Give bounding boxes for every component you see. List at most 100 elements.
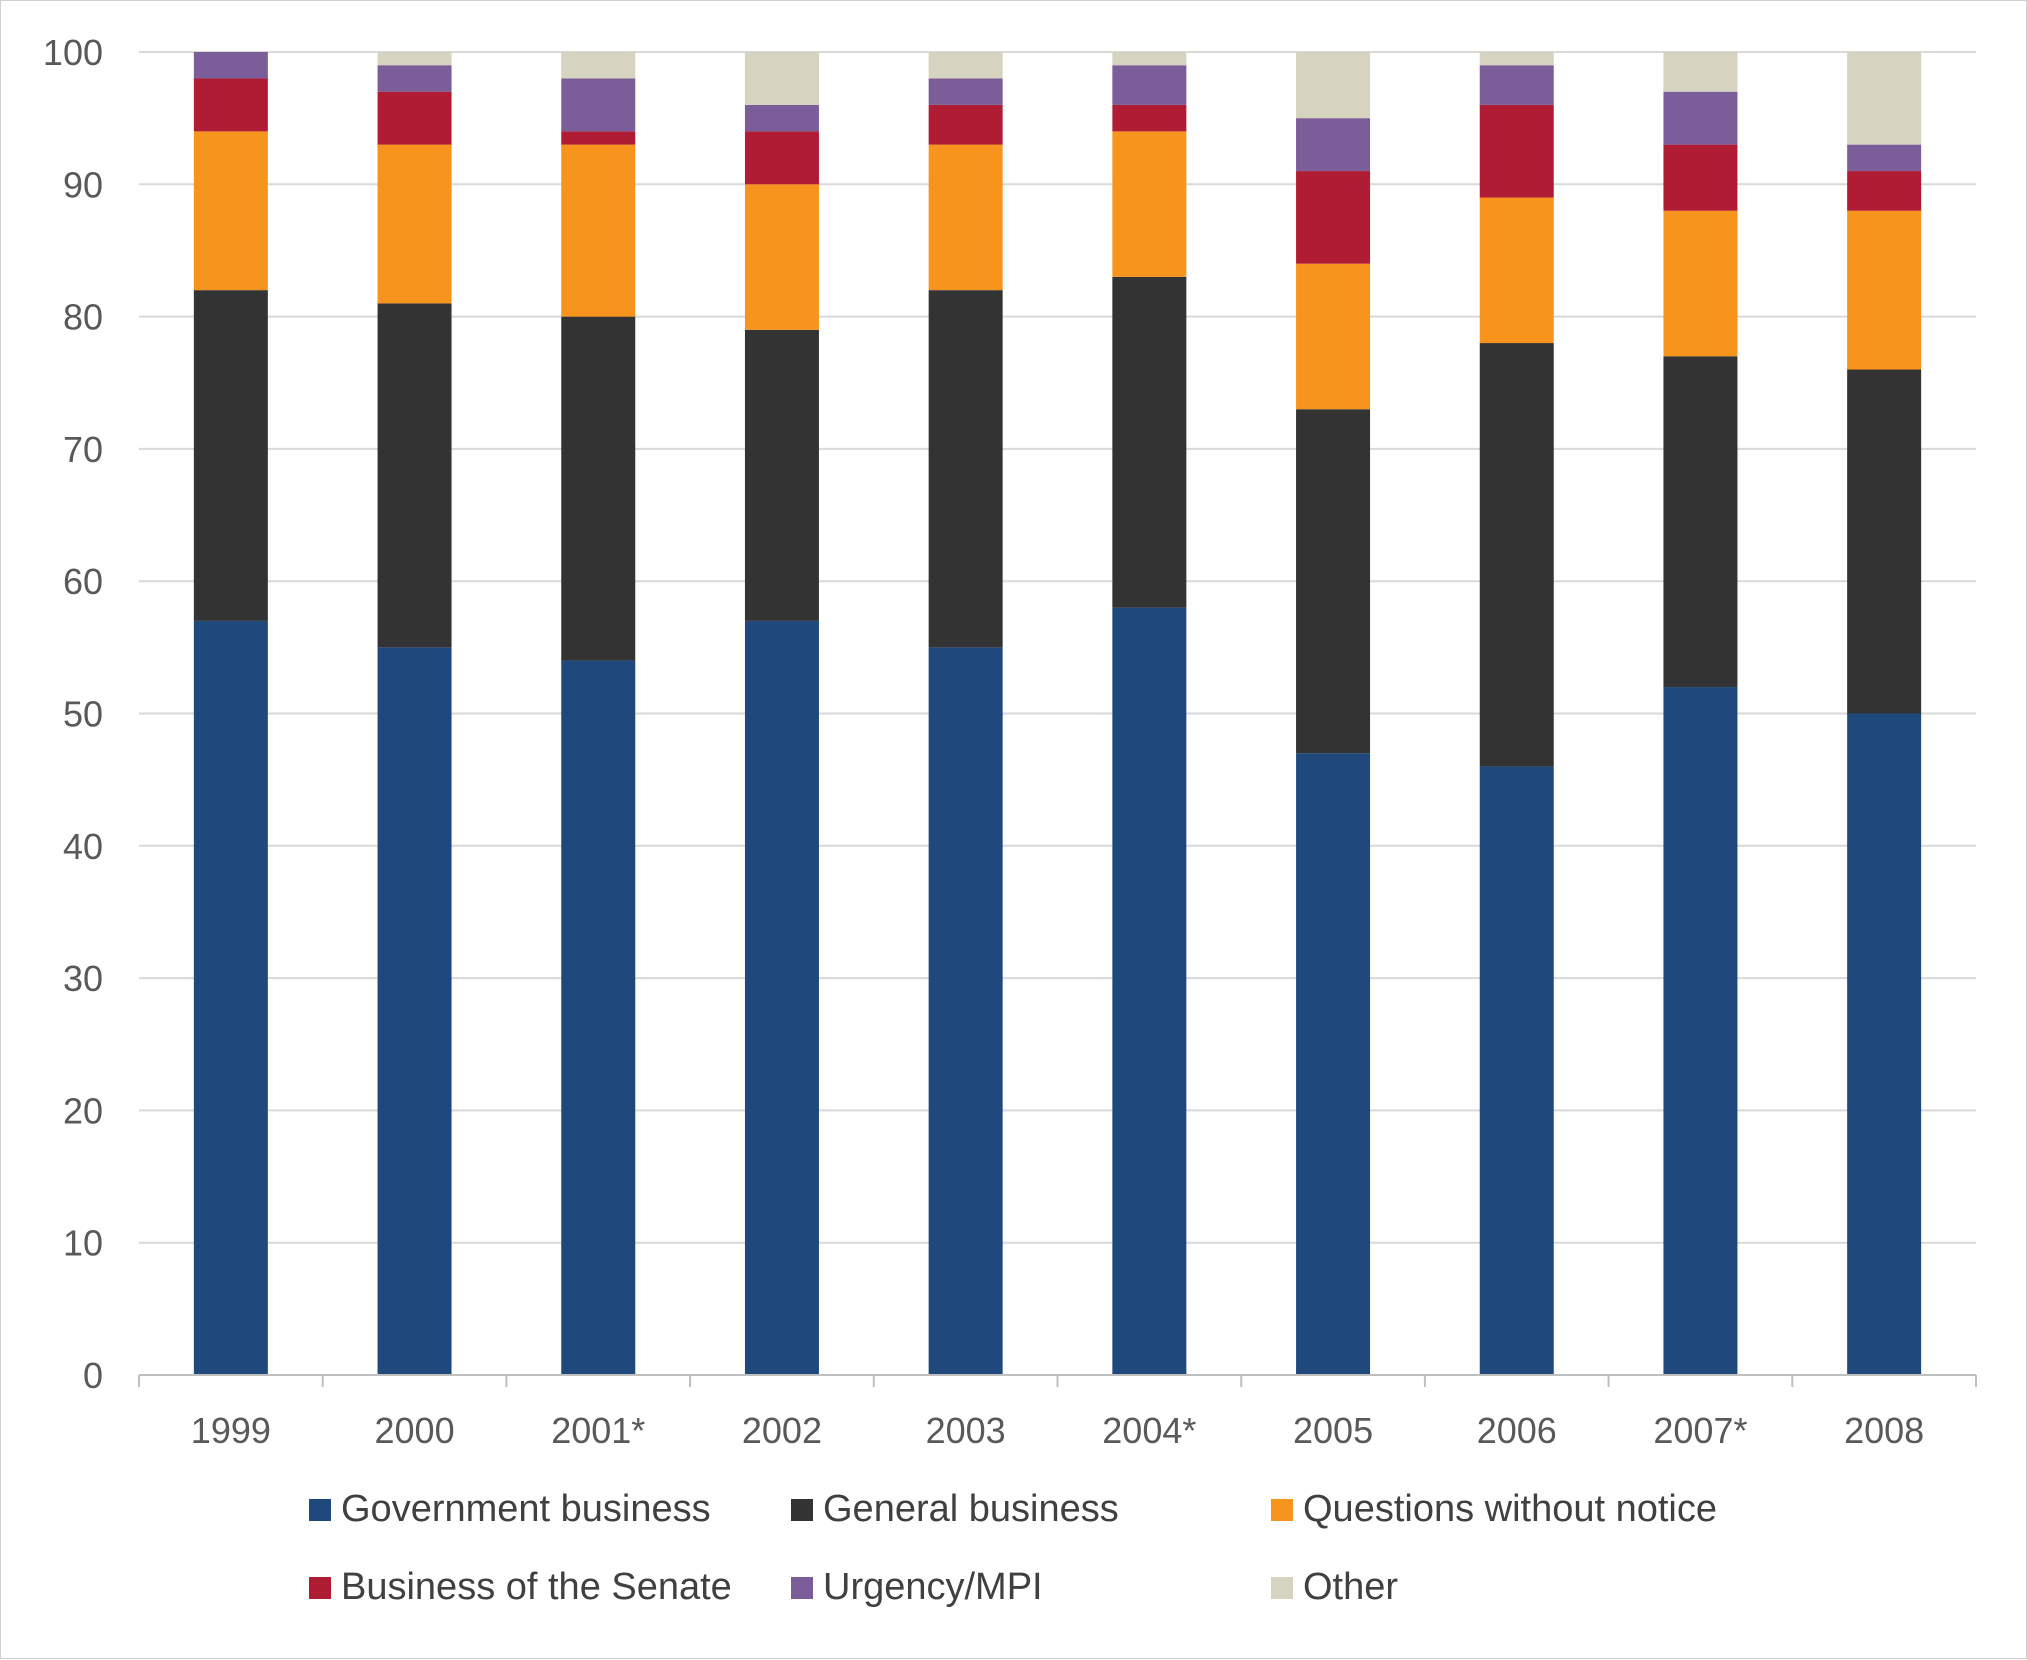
x-tick-label: 2001*	[551, 1410, 645, 1451]
legend-label: Other	[1303, 1566, 1398, 1608]
x-tick-label: 2000	[375, 1410, 455, 1451]
x-tick-label: 2007*	[1653, 1410, 1747, 1451]
legend-swatch	[1271, 1577, 1293, 1599]
legend: Government business General business Quest…	[309, 1488, 1717, 1608]
bar-segment	[1479, 343, 1554, 767]
bar-segment	[1663, 356, 1738, 688]
bar-segment	[377, 303, 452, 648]
bar-segment	[744, 184, 819, 330]
bar-segment	[1847, 369, 1922, 714]
bar-segment	[193, 290, 268, 621]
bar-segment	[928, 144, 1003, 291]
legend-item: General business	[791, 1488, 1119, 1530]
bar-segment	[1296, 118, 1371, 172]
bar-segment	[1479, 197, 1554, 344]
bar-segment	[1296, 171, 1371, 264]
bar-segment	[1112, 65, 1187, 105]
x-tick-label: 2008	[1844, 1410, 1924, 1451]
bar-segment	[377, 91, 452, 145]
y-tick-label: 80	[63, 297, 103, 338]
bar-segment	[193, 78, 268, 132]
bar-segment	[928, 78, 1003, 105]
bar-segment	[1847, 144, 1922, 172]
legend-swatch	[1271, 1499, 1293, 1521]
legend-swatch	[791, 1577, 813, 1599]
bar-segment	[561, 131, 636, 145]
bar-segment	[1663, 52, 1738, 92]
bar-segment	[928, 647, 1003, 1375]
bar-segment	[744, 131, 819, 185]
legend-label: General business	[823, 1488, 1119, 1530]
legend-label: Questions without notice	[1303, 1488, 1717, 1530]
bar-segment	[1479, 52, 1554, 66]
bar-segment	[1479, 65, 1554, 105]
legend-swatch	[791, 1499, 813, 1521]
x-axis-ticks: 1999 2000 2001* 2002 2003 2004* 2005 2006 2007* 2…	[191, 1410, 1924, 1451]
bar-segment	[377, 65, 452, 92]
y-tick-label: 40	[63, 826, 103, 867]
bar-segment	[1847, 713, 1922, 1375]
y-tick-label: 20	[63, 1090, 103, 1131]
bar-segment	[928, 52, 1003, 79]
y-tick-label: 90	[63, 164, 103, 205]
bar-segment	[1479, 104, 1554, 198]
bar-segment	[561, 660, 636, 1375]
x-tick-label: 2003	[926, 1410, 1006, 1451]
bar-segment	[377, 647, 452, 1375]
legend-item: Government business	[309, 1488, 711, 1530]
y-tick-label: 0	[83, 1355, 103, 1396]
bar-segment	[193, 52, 268, 79]
bar-segment	[1112, 52, 1187, 66]
bar-segment	[1112, 131, 1187, 277]
legend-label: Business of the Senate	[341, 1566, 732, 1608]
bar-segment	[928, 290, 1003, 648]
bar-segment	[1847, 171, 1922, 211]
bar-segment	[1296, 409, 1371, 754]
bar-segment	[744, 620, 819, 1375]
bar-segment	[193, 131, 268, 291]
bar-segment	[561, 144, 636, 317]
legend-item: Business of the Senate	[309, 1566, 732, 1608]
y-tick-label: 100	[43, 32, 103, 73]
legend-swatch	[309, 1577, 331, 1599]
y-tick-label: 70	[63, 429, 103, 470]
legend-swatch	[309, 1499, 331, 1521]
x-tick-label: 2006	[1477, 1410, 1557, 1451]
bar-segment	[1296, 753, 1371, 1375]
bar-segment	[1847, 210, 1922, 370]
bar-segment	[561, 78, 636, 132]
y-tick-label: 50	[63, 694, 103, 735]
y-axis-ticks: 0 10 20 30 40 50 60 70 80 90 100	[43, 32, 103, 1396]
bar-segment	[193, 620, 268, 1375]
x-tick-label: 2004*	[1102, 1410, 1196, 1451]
bar-segment	[744, 52, 819, 105]
bar-segment	[561, 52, 636, 79]
bar-segment	[377, 52, 452, 66]
bar-segment	[1296, 263, 1371, 410]
bar-segment	[1112, 104, 1187, 132]
bar-segment	[744, 104, 819, 132]
bar-segment	[1296, 52, 1371, 119]
y-tick-label: 10	[63, 1223, 103, 1264]
bar-segment	[1112, 276, 1187, 608]
x-tick-label: 2005	[1293, 1410, 1373, 1451]
bar-segment	[1112, 607, 1187, 1375]
bar-segment	[1663, 144, 1738, 211]
legend-item: Questions without notice	[1271, 1488, 1717, 1530]
bar-segment	[928, 104, 1003, 145]
legend-label: Urgency/MPI	[823, 1566, 1043, 1608]
bar-segment	[1479, 766, 1554, 1375]
x-tick-label: 2002	[742, 1410, 822, 1451]
y-tick-label: 30	[63, 958, 103, 999]
axes	[138, 1374, 1977, 1387]
bar-segment	[561, 316, 636, 661]
bar-segment	[744, 329, 819, 621]
bars	[193, 52, 1922, 1375]
bar-segment	[1663, 687, 1738, 1375]
bar-segment	[1663, 210, 1738, 357]
bar-segment	[1663, 91, 1738, 145]
y-tick-label: 60	[63, 561, 103, 602]
legend-label: Government business	[341, 1488, 711, 1530]
